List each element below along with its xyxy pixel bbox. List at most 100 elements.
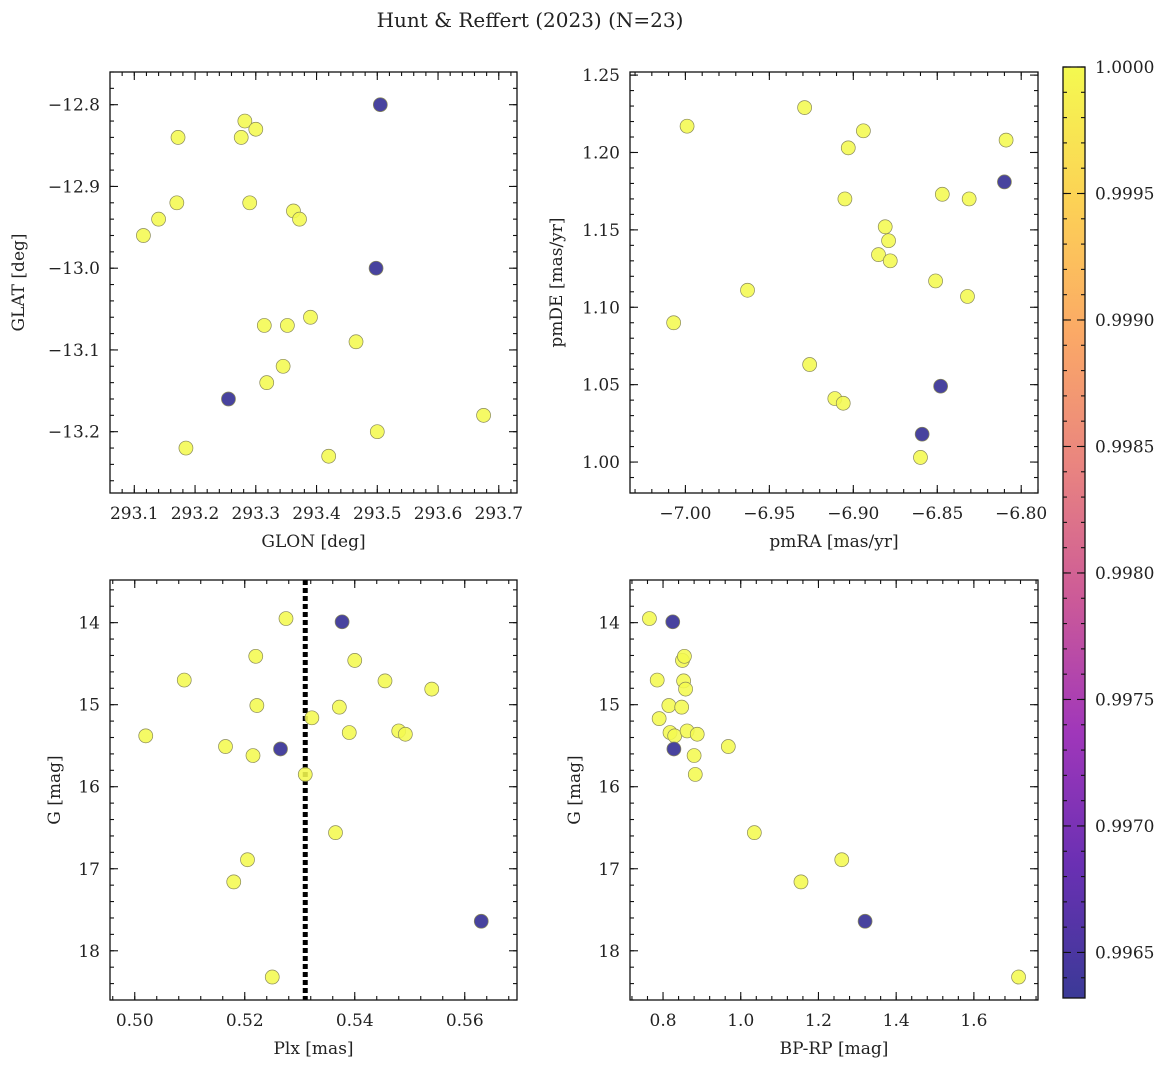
data-point bbox=[328, 825, 343, 841]
y-tick-label: 18 bbox=[598, 942, 620, 962]
colorbar-tick-label: 0.9990 bbox=[1095, 311, 1154, 331]
colorbar-tick-label: 0.9995 bbox=[1095, 184, 1154, 204]
data-point bbox=[666, 315, 682, 331]
data-point bbox=[998, 132, 1014, 148]
data-point bbox=[797, 100, 812, 115]
data-point bbox=[834, 852, 850, 868]
axes-frame bbox=[629, 579, 1039, 1001]
data-point bbox=[348, 334, 364, 350]
data-point bbox=[169, 195, 185, 211]
data-point bbox=[278, 611, 294, 626]
x-tick-label: 293.6 bbox=[414, 504, 463, 524]
data-point bbox=[740, 282, 755, 298]
data-point bbox=[347, 653, 363, 668]
x-tick-label: 293.7 bbox=[474, 504, 523, 524]
y-tick-label: 16 bbox=[78, 778, 100, 798]
data-point bbox=[881, 233, 896, 249]
data-point bbox=[256, 318, 272, 333]
data-point bbox=[678, 681, 693, 697]
data-point bbox=[334, 614, 350, 630]
data-point bbox=[679, 118, 695, 134]
colorbar-tick-label: 0.9965 bbox=[1095, 943, 1154, 963]
x-tick-label: 0.52 bbox=[226, 1011, 264, 1031]
data-point bbox=[273, 741, 288, 757]
data-point bbox=[321, 448, 337, 464]
data-point bbox=[264, 969, 280, 985]
y-tick-label: 1.20 bbox=[582, 143, 620, 163]
data-point bbox=[877, 219, 893, 235]
data-point bbox=[248, 121, 264, 137]
data-point bbox=[248, 648, 264, 664]
axes-frame bbox=[109, 579, 518, 1001]
colorbar-gradient bbox=[1063, 67, 1085, 998]
y-tick-label: 15 bbox=[598, 696, 620, 716]
y-tick-label: 1.05 bbox=[582, 376, 620, 396]
y-axis-label: G [mag] bbox=[565, 755, 585, 824]
data-point bbox=[303, 309, 318, 325]
y-tick-label: 17 bbox=[598, 860, 620, 880]
y-tick-label: 1.00 bbox=[582, 453, 620, 473]
y-tick-label: 1.25 bbox=[582, 66, 620, 86]
data-point bbox=[368, 260, 384, 276]
data-point bbox=[649, 672, 665, 688]
data-point bbox=[934, 186, 950, 202]
x-axis-label: Plx [mas] bbox=[273, 1039, 353, 1059]
x-tick-label: −6.85 bbox=[911, 504, 963, 524]
data-point bbox=[933, 378, 948, 394]
data-point bbox=[997, 174, 1012, 190]
data-point bbox=[914, 426, 930, 442]
data-point bbox=[245, 748, 261, 763]
x-tick-label: 293.2 bbox=[171, 504, 220, 524]
x-tick-label: 1.0 bbox=[727, 1011, 754, 1031]
data-point bbox=[686, 748, 702, 763]
data-point bbox=[837, 191, 853, 207]
data-point bbox=[138, 728, 154, 744]
data-point bbox=[178, 440, 194, 456]
data-point bbox=[746, 825, 762, 841]
data-point bbox=[280, 318, 295, 333]
x-tick-label: 0.54 bbox=[336, 1011, 374, 1031]
y-tick-label: 1.15 bbox=[582, 221, 620, 241]
y-tick-label: 16 bbox=[598, 778, 620, 798]
y-tick-label: 17 bbox=[78, 860, 100, 880]
x-tick-label: −6.95 bbox=[743, 504, 795, 524]
panel-plx-g: 0.50 0.52 0.54 0.56 14 15 16 17 18 Plx [mas] G [ma… bbox=[45, 579, 518, 1059]
data-point bbox=[240, 852, 255, 868]
data-point bbox=[674, 699, 690, 715]
x-tick-label: −7.00 bbox=[659, 504, 711, 524]
data-point bbox=[476, 407, 491, 423]
panel-glon-glat: 293.1 293.2 293.3 293.4 293.5 293.6 293.7 −12.8… bbox=[9, 71, 523, 552]
panel-bprp-g: 0.8 1.0 1.2 1.4 1.6 14 15 16 17 18 BP-RP [mag] G [m… bbox=[565, 579, 1039, 1059]
data-point bbox=[275, 358, 291, 374]
y-axis-label: pmDE [mas/yr] bbox=[547, 217, 567, 347]
x-tick-label: 0.56 bbox=[446, 1011, 484, 1031]
y-axis-label: GLAT [deg] bbox=[9, 233, 29, 331]
data-point bbox=[665, 614, 681, 630]
data-point bbox=[249, 698, 265, 713]
x-tick-label: 0.50 bbox=[116, 1011, 154, 1031]
data-point bbox=[642, 611, 657, 626]
y-tick-label: 18 bbox=[78, 942, 100, 962]
y-axis-label: G [mag] bbox=[45, 755, 65, 824]
data-point bbox=[677, 648, 692, 664]
data-point bbox=[151, 211, 166, 227]
x-axis-label: GLON [deg] bbox=[261, 532, 365, 552]
data-point bbox=[473, 913, 489, 929]
data-point bbox=[332, 699, 347, 715]
x-axis-label: BP-RP [mag] bbox=[780, 1039, 889, 1059]
data-point bbox=[651, 711, 667, 726]
data-point bbox=[928, 273, 943, 289]
x-tick-label: 1.4 bbox=[883, 1011, 910, 1031]
data-point bbox=[304, 710, 320, 726]
data-point bbox=[687, 767, 703, 782]
data-point bbox=[856, 123, 871, 139]
colorbar-tick-label: 0.9985 bbox=[1095, 437, 1154, 457]
data-point bbox=[377, 673, 393, 689]
x-tick-label: 293.5 bbox=[353, 504, 402, 524]
data-point bbox=[372, 97, 388, 113]
panel-pmra-pmde: −7.00 −6.95 −6.90 −6.85 −6.80 1.00 1.05 1.10 1.1… bbox=[547, 66, 1047, 552]
data-point bbox=[237, 113, 253, 129]
y-tick-label: 15 bbox=[78, 696, 100, 716]
y-tick-label: −12.8 bbox=[48, 96, 100, 116]
